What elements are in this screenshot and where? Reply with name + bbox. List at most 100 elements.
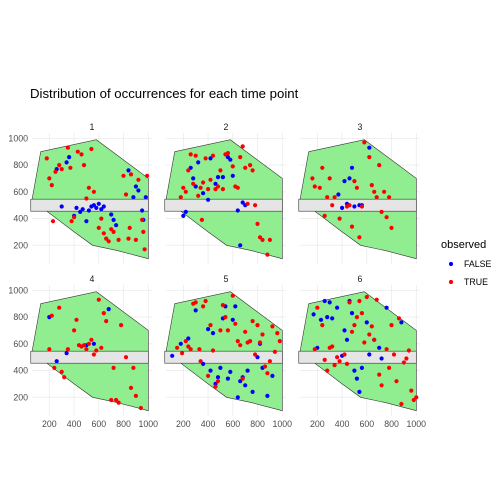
data-point — [367, 145, 372, 150]
y-tick-label: 1000 — [8, 133, 28, 143]
data-point — [101, 231, 106, 236]
x-tick-label: 200 — [42, 419, 57, 429]
data-point — [223, 315, 228, 320]
data-point — [349, 224, 355, 229]
data-point — [322, 298, 327, 304]
data-point — [111, 217, 116, 222]
data-point — [213, 384, 218, 389]
data-point — [106, 307, 111, 312]
data-point — [86, 208, 91, 213]
data-point — [337, 359, 342, 364]
data-point — [72, 215, 77, 220]
data-point — [96, 225, 101, 230]
legend: observed FALSE TRUE — [441, 239, 492, 287]
data-point — [235, 395, 240, 400]
data-point — [183, 209, 188, 214]
series-false — [170, 304, 275, 400]
data-point — [330, 344, 335, 349]
data-point — [201, 361, 206, 366]
data-point — [193, 308, 198, 313]
data-point — [206, 373, 211, 378]
data-point — [275, 331, 280, 336]
data-point — [349, 329, 355, 334]
data-point — [215, 379, 221, 384]
data-point — [235, 339, 240, 344]
data-point — [248, 339, 253, 344]
data-point — [80, 207, 85, 212]
data-point — [201, 180, 206, 185]
data-point — [228, 157, 233, 162]
data-point — [409, 388, 414, 393]
data-point — [186, 336, 191, 341]
data-point — [142, 247, 147, 252]
data-point — [86, 185, 91, 190]
data-point — [178, 195, 183, 200]
data-point — [104, 236, 109, 241]
data-point — [311, 312, 316, 317]
data-point — [127, 225, 132, 230]
data-point — [225, 328, 230, 333]
data-point — [235, 185, 240, 190]
data-point — [193, 153, 198, 158]
data-point — [352, 368, 357, 373]
x-tick-label: 200 — [176, 419, 191, 429]
data-point — [396, 316, 402, 321]
data-point — [74, 317, 79, 322]
data-point — [327, 176, 332, 181]
data-point — [374, 195, 379, 200]
data-point — [44, 156, 49, 161]
data-point — [54, 359, 59, 364]
data-point — [208, 177, 213, 182]
data-point — [75, 149, 80, 154]
data-point — [126, 168, 131, 173]
facet-strip-label: 2 — [224, 122, 229, 132]
data-point — [330, 203, 335, 208]
data-point — [143, 195, 148, 200]
data-point — [354, 315, 359, 320]
data-point — [119, 323, 124, 328]
data-point — [349, 311, 355, 316]
data-point — [121, 173, 126, 178]
data-point — [369, 324, 374, 329]
data-point — [367, 155, 372, 160]
data-point — [379, 356, 384, 361]
data-point — [57, 305, 62, 310]
data-point — [238, 155, 243, 160]
data-point — [342, 352, 347, 357]
data-point — [72, 328, 77, 333]
legend-title: observed — [441, 239, 486, 251]
data-point — [243, 383, 248, 388]
data-point — [344, 337, 350, 342]
data-point — [230, 317, 235, 322]
facet-panel-6: 6 200 400 600 800 1000 — [298, 274, 426, 429]
data-point — [379, 383, 384, 388]
data-point — [312, 347, 317, 352]
data-point — [267, 359, 272, 364]
data-point — [225, 376, 230, 381]
data-point — [250, 389, 255, 394]
data-point — [198, 359, 203, 364]
data-point — [352, 179, 357, 184]
data-point — [196, 160, 201, 165]
data-point — [255, 221, 260, 226]
y-tick-label: 800 — [13, 312, 28, 322]
data-point — [369, 183, 374, 188]
data-point — [230, 164, 235, 169]
data-point — [357, 389, 362, 394]
data-point — [99, 216, 104, 221]
data-point — [145, 173, 150, 178]
data-point — [89, 337, 94, 342]
x-tick-label: 600 — [225, 419, 240, 429]
data-point — [364, 320, 369, 325]
data-point — [123, 355, 129, 360]
data-point — [126, 236, 131, 241]
data-point — [96, 201, 101, 206]
data-point — [374, 297, 379, 302]
data-point — [69, 219, 74, 224]
data-point — [104, 319, 109, 324]
data-point — [210, 348, 216, 353]
data-point — [109, 212, 114, 217]
data-point — [406, 348, 411, 353]
